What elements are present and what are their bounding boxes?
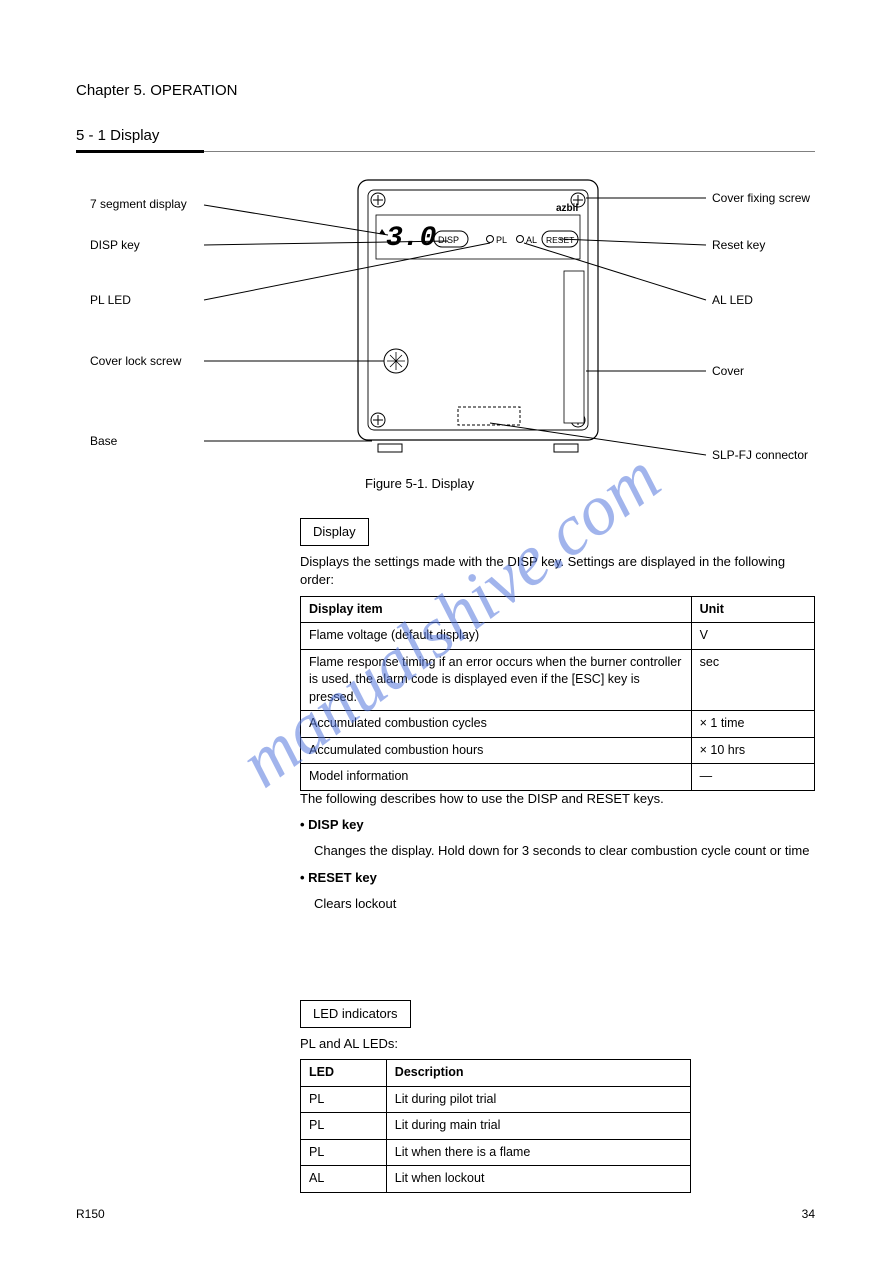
th-unit: Unit [691, 596, 814, 623]
rule-thin [204, 151, 815, 152]
disp-key-heading: • DISP key [300, 816, 815, 834]
reset-key-label: RESET [546, 235, 574, 245]
callout-al-led: AL LED [712, 292, 753, 309]
device-diagram: 3.0. DISP PL AL RESET azbil [76, 165, 816, 475]
figure-caption: Figure 5-1. Display [365, 475, 474, 493]
disp-key-label: DISP [438, 235, 459, 245]
keys-intro: The following describes how to use the D… [300, 790, 815, 808]
callout-connector: SLP-FJ connector [712, 447, 808, 464]
callout-cover: Cover [712, 363, 744, 380]
chapter-title: Chapter 5. OPERATION [76, 80, 817, 101]
display-section-intro: Displays the settings made with the DISP… [300, 553, 815, 589]
table-row: Flame voltage (default display)V [301, 623, 815, 650]
callout-disp-key: DISP key [90, 237, 140, 254]
table-row: PLLit during pilot trial [301, 1086, 691, 1113]
footer-right: 34 [802, 1206, 815, 1223]
callout-coverlock: Cover lock screw [90, 353, 181, 370]
callout-reset-key: Reset key [712, 237, 765, 254]
callout-7segment: 7 segment display [90, 196, 187, 213]
rule-thick [76, 150, 204, 153]
table-row: Accumulated combustion cycles× 1 time [301, 711, 815, 738]
reset-key-heading: • RESET key [300, 869, 815, 887]
callout-cvr-screw: Cover fixing screw [712, 190, 810, 207]
brand-label: azbil [556, 203, 578, 214]
led-section-intro: PL and AL LEDs: [300, 1035, 691, 1053]
pl-led-label: PL [496, 235, 507, 245]
table-row: ALLit when lockout [301, 1166, 691, 1193]
table-row: Accumulated combustion hours× 10 hrs [301, 737, 815, 764]
display-section-header: Display [300, 518, 369, 546]
table-row: PLLit during main trial [301, 1113, 691, 1140]
callout-base: Base [90, 433, 117, 450]
table-row: Model information— [301, 764, 815, 791]
footer-left: R150 [76, 1206, 105, 1223]
section-title: 5 - 1 Display [76, 125, 817, 146]
display-items-table: Display item Unit Flame voltage (default… [300, 596, 815, 791]
callout-pl-led: PL LED [90, 292, 131, 309]
table-row: Flame response timing if an error occurs… [301, 649, 815, 711]
al-led-label: AL [526, 235, 537, 245]
th-display-item: Display item [301, 596, 692, 623]
led-section-header: LED indicators [300, 1000, 411, 1028]
reset-key-desc: Clears lockout [314, 895, 815, 913]
chapter-header: Chapter 5. OPERATION 5 - 1 Display [76, 80, 817, 146]
keys-section: The following describes how to use the D… [300, 790, 815, 921]
led-section: LED indicators PL and AL LEDs: LED Descr… [300, 1000, 691, 1193]
led-table: LED Description PLLit during pilot trial… [300, 1059, 691, 1193]
table-row: PLLit when there is a flame [301, 1139, 691, 1166]
th-led: LED [301, 1060, 387, 1087]
th-desc: Description [386, 1060, 690, 1087]
display-section: Display Displays the settings made with … [300, 518, 815, 791]
disp-key-desc: Changes the display. Hold down for 3 sec… [314, 842, 815, 860]
